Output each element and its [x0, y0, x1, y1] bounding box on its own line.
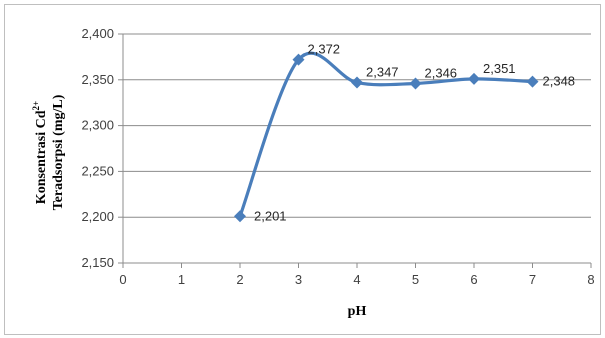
- gridlines: [123, 33, 591, 218]
- y-tick-labels: 2,150 2,200 2,250 2,300 2,350 2,400: [81, 26, 114, 270]
- x-tick-label: 2: [236, 272, 243, 287]
- data-point-marker: [526, 75, 539, 88]
- y-tick-label: 2,350: [81, 72, 114, 87]
- data-series: [234, 51, 539, 223]
- x-tick-label: 0: [119, 272, 126, 287]
- chart-frame: 2,150 2,200 2,250 2,300 2,350 2,400 0 1 2 3 4 5 6 7 8…: [4, 4, 601, 335]
- data-label: 2,348: [543, 74, 576, 89]
- data-point-marker: [409, 77, 422, 90]
- data-point-marker: [468, 72, 480, 85]
- line-chart: 2,150 2,200 2,250 2,300 2,350 2,400 0 1 2 3 4 5 6 7 8…: [31, 26, 595, 319]
- data-labels: 2,201 2,372 2,347 2,346 2,351 2,348: [254, 42, 575, 224]
- y-tick-label: 2,150: [81, 255, 114, 270]
- y-tick-label: 2,250: [81, 163, 114, 178]
- axes: [118, 33, 592, 268]
- x-tick-label: 6: [470, 272, 477, 287]
- y-axis-title-line2: Teradsorpsi (mg/L): [51, 94, 66, 210]
- data-point-marker: [234, 210, 246, 223]
- y-axis-title: Konsentrasi Cd2+ Teradsorpsi (mg/L): [31, 94, 66, 210]
- x-axis-title: pH: [348, 304, 367, 319]
- x-tick-label: 7: [529, 272, 536, 287]
- x-tick-labels: 0 1 2 3 4 5 6 7 8: [119, 272, 594, 287]
- x-tick-label: 8: [587, 272, 594, 287]
- y-tick-label: 2,400: [81, 26, 114, 41]
- x-tick-label: 4: [353, 272, 360, 287]
- x-tick-label: 3: [295, 272, 302, 287]
- y-tick-label: 2,200: [81, 209, 114, 224]
- x-tick-label: 1: [178, 272, 185, 287]
- data-point-marker: [292, 53, 305, 66]
- data-label: 2,372: [308, 42, 341, 57]
- data-label: 2,347: [366, 65, 399, 80]
- data-label: 2,201: [254, 208, 287, 223]
- data-point-marker: [351, 76, 363, 89]
- data-label: 2,346: [425, 65, 458, 80]
- x-tick-label: 5: [412, 272, 419, 287]
- data-label: 2,351: [483, 61, 516, 76]
- y-tick-label: 2,300: [81, 118, 114, 133]
- y-axis-title-line1: Konsentrasi Cd2+: [31, 101, 49, 204]
